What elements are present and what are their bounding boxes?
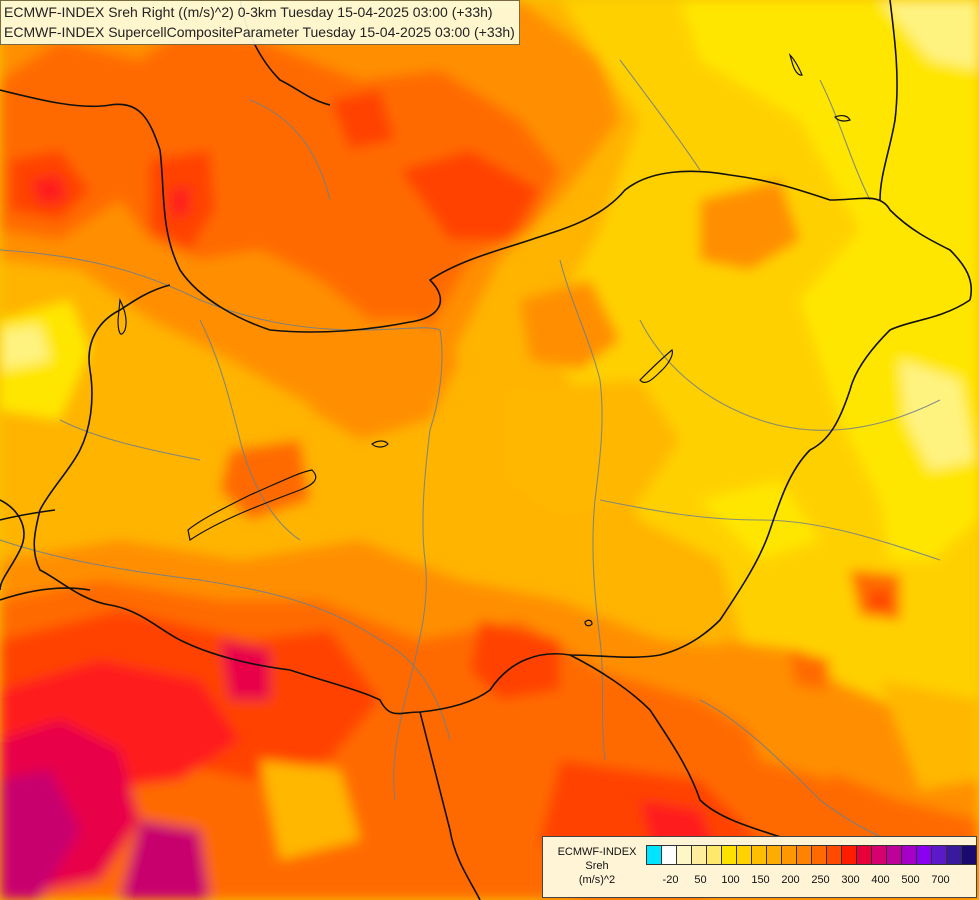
legend-swatch (721, 845, 737, 865)
title-line-sreh: ECMWF-INDEX Sreh Right ((m/s)^2) 0-3km T… (4, 4, 493, 20)
legend-swatch (946, 845, 962, 865)
legend-variable: Sreh (585, 860, 609, 872)
legend-swatch (901, 845, 917, 865)
legend-tick-label: 50 (694, 874, 707, 886)
title-line-scp: ECMWF-INDEX SupercellCompositeParameter … (4, 24, 515, 40)
lakes (117, 52, 851, 627)
legend-swatches (646, 845, 977, 865)
legend-swatch (931, 845, 947, 865)
legend-tick-label: 100 (721, 874, 740, 886)
legend-swatch (811, 845, 827, 865)
legend-label: ECMWF-INDEX Sreh (m/s)^2 (549, 845, 645, 887)
legend-swatch (961, 845, 977, 865)
legend-tick-label: 700 (931, 874, 950, 886)
legend-swatch (781, 845, 797, 865)
legend-swatch (796, 845, 812, 865)
legend-tick-label: 400 (871, 874, 890, 886)
legend-swatch (661, 845, 677, 865)
legend-tick-label: 150 (751, 874, 770, 886)
legend-tick-label: -20 (662, 874, 679, 886)
legend-unit: (m/s)^2 (578, 874, 616, 886)
legend-ticks: -20 50 100 150 200 250 300 400 500 700 (646, 873, 972, 887)
color-scale-legend: ECMWF-INDEX Sreh (m/s)^2 -20 50 100 150 200 2… (542, 836, 977, 898)
legend-swatch (841, 845, 857, 865)
legend-tick-label: 500 (901, 874, 920, 886)
legend-swatch (736, 845, 752, 865)
legend-swatch (871, 845, 887, 865)
legend-swatch (706, 845, 722, 865)
legend-swatch (676, 845, 692, 865)
legend-swatch (646, 845, 662, 865)
map-title-box: ECMWF-INDEX Sreh Right ((m/s)^2) 0-3km T… (0, 0, 520, 45)
legend-tick-label: 300 (841, 874, 860, 886)
legend-swatch (766, 845, 782, 865)
legend-swatch (826, 845, 842, 865)
legend-swatch (751, 845, 767, 865)
legend-swatch (886, 845, 902, 865)
legend-swatch (856, 845, 872, 865)
legend-swatch (916, 845, 932, 865)
legend-tick-label: 200 (781, 874, 800, 886)
legend-source: ECMWF-INDEX (557, 846, 637, 858)
legend-tick-label: 250 (811, 874, 830, 886)
legend-swatch (691, 845, 707, 865)
